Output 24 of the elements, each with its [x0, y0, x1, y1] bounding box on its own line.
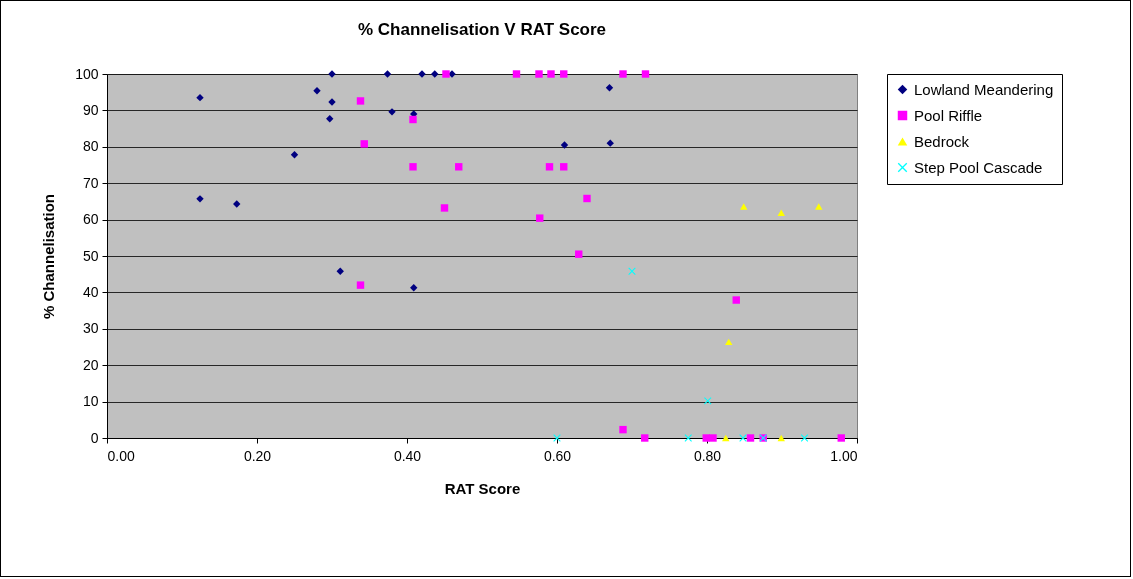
legend-label: Lowland Meandering	[914, 80, 1054, 98]
x-axis-title: RAT Score	[444, 479, 521, 497]
x-tick-label: 0.20	[243, 447, 272, 464]
y-tick-label: 100	[75, 65, 99, 82]
x-tick-label: 0.60	[543, 447, 572, 464]
y-tick-label: 0	[90, 429, 99, 446]
y-tick-label: 10	[82, 393, 99, 410]
legend-label: Pool Riffle	[914, 106, 983, 124]
y-tick-label: 30	[82, 320, 99, 337]
x-tick-label: 0.00	[107, 447, 135, 464]
legend-label: Step Pool Cascade	[914, 158, 1043, 176]
y-tick-label: 50	[82, 247, 99, 264]
y-tick-label: 20	[82, 356, 99, 373]
x-tick-label: 0.80	[693, 447, 722, 464]
y-tick-label: 80	[82, 138, 99, 155]
y-tick-label: 70	[82, 174, 99, 191]
x-tick-label: 0.40	[393, 447, 422, 464]
legend-label: Bedrock	[914, 132, 970, 150]
y-tick-label: 90	[82, 101, 99, 118]
chart-title: % Channelisation V RAT Score	[357, 20, 607, 39]
y-tick-label: 60	[82, 211, 99, 228]
y-tick-label: 40	[82, 283, 99, 300]
y-axis-title: % Channelisation	[40, 193, 58, 320]
x-tick-label: 1.00	[830, 447, 858, 464]
